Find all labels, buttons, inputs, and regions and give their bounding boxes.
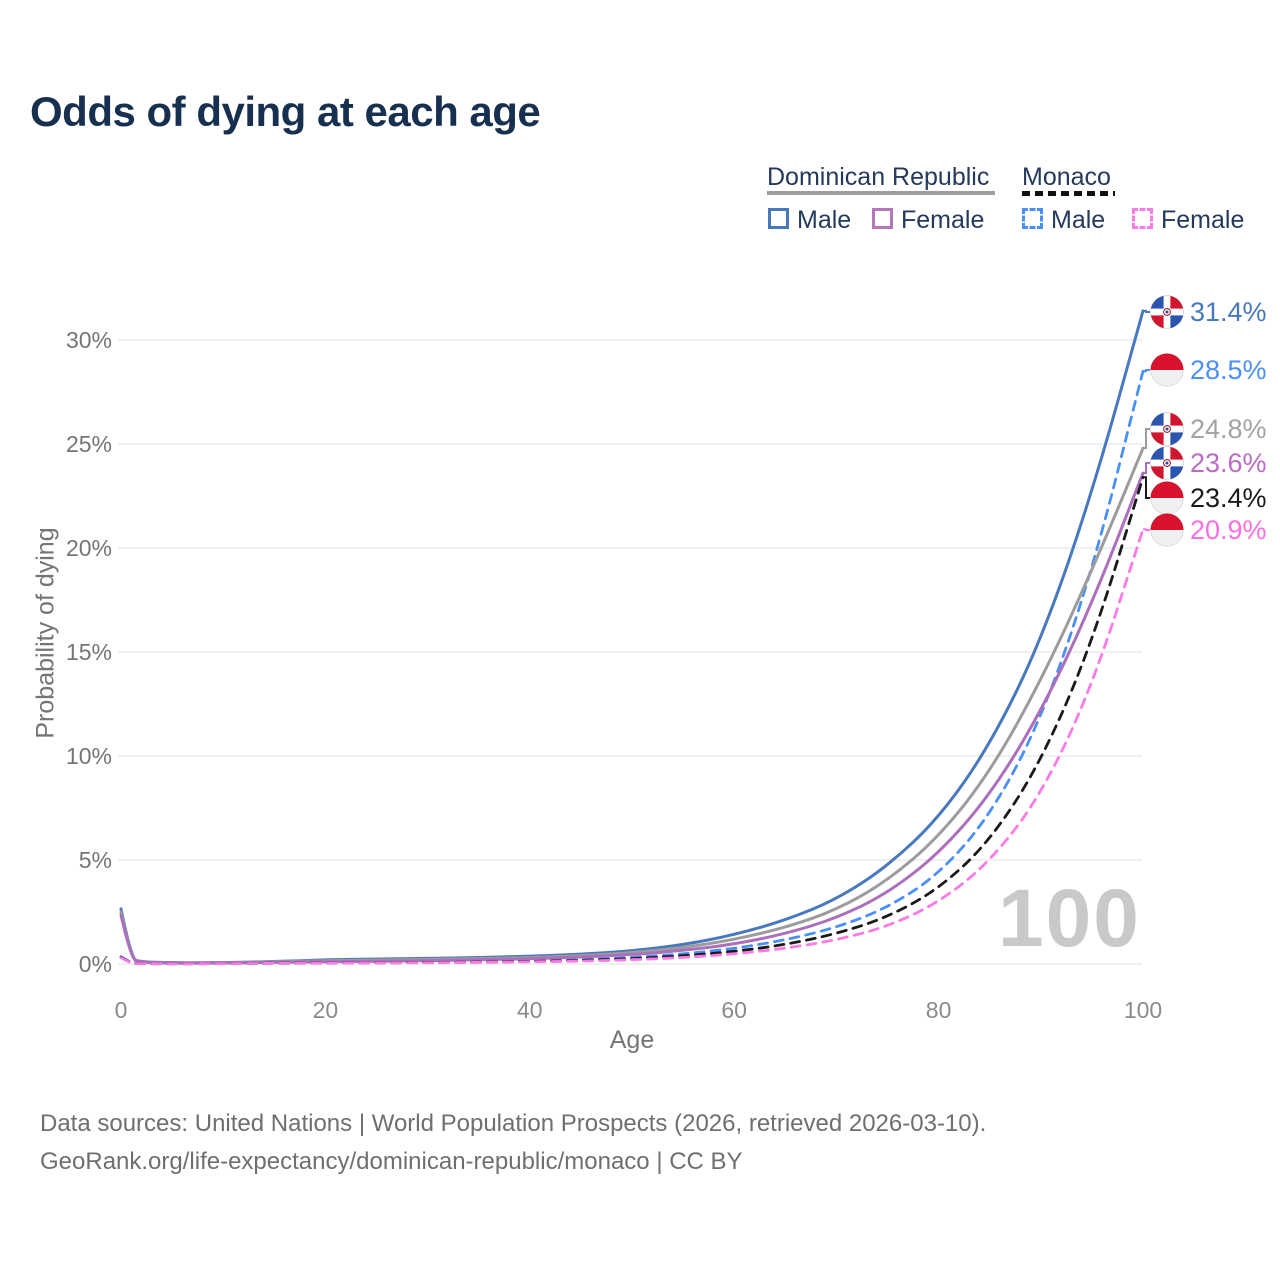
leader-line-mc-both — [1143, 476, 1150, 499]
x-tick-label-60: 60 — [721, 997, 747, 1023]
y-tick-label-5: 5% — [78, 847, 112, 873]
end-label-dr-female: 23.6% — [1150, 446, 1267, 480]
end-label-value-mc-male: 28.5% — [1190, 354, 1267, 385]
end-label-dr-both: 24.8% — [1150, 412, 1267, 446]
dominican-republic-flag-icon — [1150, 295, 1184, 329]
footer-line-1: Data sources: United Nations | World Pop… — [40, 1110, 987, 1137]
series-line-mc-female — [119, 527, 1145, 966]
x-tick-label-0: 0 — [114, 997, 128, 1023]
legend-item-dr-male[interactable]: Male — [797, 206, 852, 234]
y-tick-label-20: 20% — [65, 535, 112, 561]
legend-underline-dominican-republic — [767, 191, 995, 195]
series-line-mc-both — [119, 475, 1145, 966]
y-tick-label-15: 15% — [65, 639, 112, 665]
y-tick-label-25: 25% — [65, 431, 112, 457]
y-tick-label-30: 30% — [65, 327, 112, 353]
leader-line-dr-female — [1143, 462, 1150, 475]
end-label-value-mc-both: 23.4% — [1190, 482, 1267, 513]
x-tick-label-20: 20 — [312, 997, 339, 1023]
page-title: Odds of dying at each age — [30, 88, 541, 135]
monaco-flag-icon — [1150, 353, 1184, 387]
legend-swatch-monaco-male-icon[interactable] — [1022, 208, 1043, 229]
x-tick-label-80: 80 — [925, 997, 952, 1023]
end-label-mc-both: 23.4% — [1150, 481, 1267, 515]
end-label-value-mc-female: 20.9% — [1190, 514, 1267, 545]
series-line-dr-female — [119, 471, 1145, 965]
legend-group-monaco-header[interactable]: Monaco — [1022, 163, 1111, 191]
end-label-value-dr-both: 24.8% — [1190, 413, 1267, 444]
legend-swatch-dr-female-icon[interactable] — [872, 208, 893, 229]
end-label-value-dr-male: 31.4% — [1190, 296, 1267, 327]
leader-line-mc-male — [1143, 369, 1150, 373]
legend-underline-monaco — [1022, 191, 1115, 196]
x-tick-label-100: 100 — [1123, 997, 1163, 1023]
watermark: 100 — [998, 873, 1141, 964]
series-line-dr-both — [119, 446, 1145, 965]
end-label-mc-female: 20.9% — [1150, 513, 1267, 547]
monaco-flag-icon — [1150, 513, 1184, 547]
footer-line-2: GeoRank.org/life-expectancy/dominican-re… — [40, 1148, 743, 1175]
end-label-value-dr-female: 23.6% — [1190, 447, 1267, 478]
y-tick-label-10: 10% — [65, 743, 112, 769]
series-line-dr-male — [119, 309, 1145, 965]
x-axis-title: Age — [609, 1026, 655, 1054]
dominican-republic-flag-icon — [1150, 412, 1184, 446]
end-label-dr-male: 31.4% — [1150, 295, 1267, 329]
leader-line-dr-male — [1143, 309, 1150, 313]
legend-item-monaco-male[interactable]: Male — [1051, 206, 1106, 234]
legend-group-dominican-republic-header[interactable]: Dominican Republic — [767, 163, 990, 191]
legend-item-dr-female[interactable]: Female — [901, 206, 985, 234]
dominican-republic-flag-icon — [1150, 446, 1184, 480]
end-label-mc-male: 28.5% — [1150, 353, 1267, 387]
y-tick-label-0: 0% — [78, 951, 112, 977]
legend-swatch-dr-male-icon[interactable] — [768, 208, 789, 229]
monaco-flag-icon — [1150, 481, 1184, 515]
series-line-mc-male — [119, 369, 1145, 966]
x-tick-label-40: 40 — [517, 997, 543, 1023]
legend-swatch-monaco-female-icon[interactable] — [1132, 208, 1153, 229]
legend-item-monaco-female[interactable]: Female — [1161, 206, 1245, 234]
leader-line-dr-both — [1143, 428, 1150, 450]
leader-line-mc-female — [1143, 528, 1150, 531]
